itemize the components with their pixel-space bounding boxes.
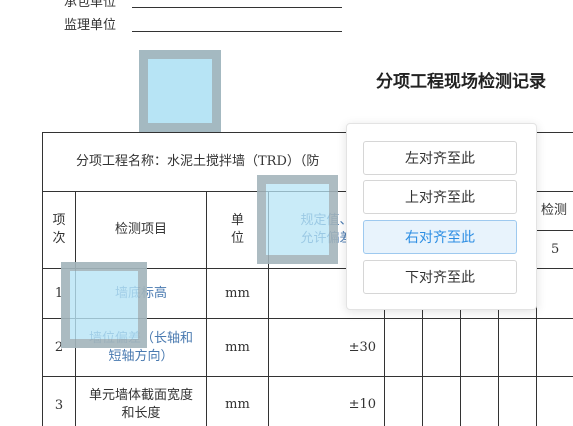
header-inspect-text: 检测 bbox=[541, 203, 568, 218]
row3-spec: ±10 bbox=[269, 377, 385, 426]
row2-c5 bbox=[537, 319, 573, 377]
header-unit-text: 单位 bbox=[230, 213, 244, 246]
supervisor-field-line bbox=[132, 31, 342, 32]
row1-c5 bbox=[537, 269, 573, 319]
row1-unit: mm bbox=[207, 269, 269, 319]
row2-unit: mm bbox=[207, 319, 269, 377]
header-item: 检测项目 bbox=[76, 192, 207, 269]
document-title: 分项工程现场检测记录 bbox=[376, 72, 546, 92]
selected-shape-marker-row1[interactable] bbox=[61, 262, 147, 348]
row2-index: 2 bbox=[43, 319, 76, 377]
row3-c4 bbox=[499, 377, 537, 426]
header-subcol-5: 5 bbox=[537, 231, 573, 269]
align-right-menu-item[interactable]: 右对齐至此 bbox=[363, 220, 517, 254]
row3-c3 bbox=[461, 377, 499, 426]
row2-c4 bbox=[499, 319, 537, 377]
row2-c3 bbox=[461, 319, 499, 377]
row3-c5 bbox=[537, 377, 573, 426]
contractor-field-line bbox=[132, 7, 342, 8]
selected-shape-marker-spec[interactable] bbox=[257, 175, 338, 264]
row3-c1 bbox=[385, 377, 423, 426]
row3-index: 3 bbox=[43, 377, 76, 426]
contractor-label: 承包单位 bbox=[64, 0, 117, 10]
align-context-menu: 左对齐至此 上对齐至此 右对齐至此 下对齐至此 bbox=[346, 123, 537, 310]
row2-c1 bbox=[385, 319, 423, 377]
align-bottom-menu-item[interactable]: 下对齐至此 bbox=[363, 260, 517, 294]
align-top-menu-item[interactable]: 上对齐至此 bbox=[363, 180, 517, 214]
header-index: 项次 bbox=[43, 192, 76, 269]
row3-c2 bbox=[423, 377, 461, 426]
selected-shape-marker[interactable] bbox=[139, 50, 221, 132]
header-index-text: 项次 bbox=[52, 213, 66, 246]
header-inspect-group: 检测 bbox=[521, 192, 573, 231]
row3-item: 单元墙体截面宽度和长度 bbox=[76, 377, 207, 426]
row2-spec: ±30 bbox=[269, 319, 385, 377]
row3-unit: mm bbox=[207, 377, 269, 426]
row3-item-text: 单元墙体截面宽度和长度 bbox=[88, 388, 193, 421]
row2-c2 bbox=[423, 319, 461, 377]
supervisor-label: 监理单位 bbox=[64, 18, 117, 33]
header-subcol-5-text: 5 bbox=[551, 241, 560, 257]
align-left-menu-item[interactable]: 左对齐至此 bbox=[363, 141, 517, 175]
